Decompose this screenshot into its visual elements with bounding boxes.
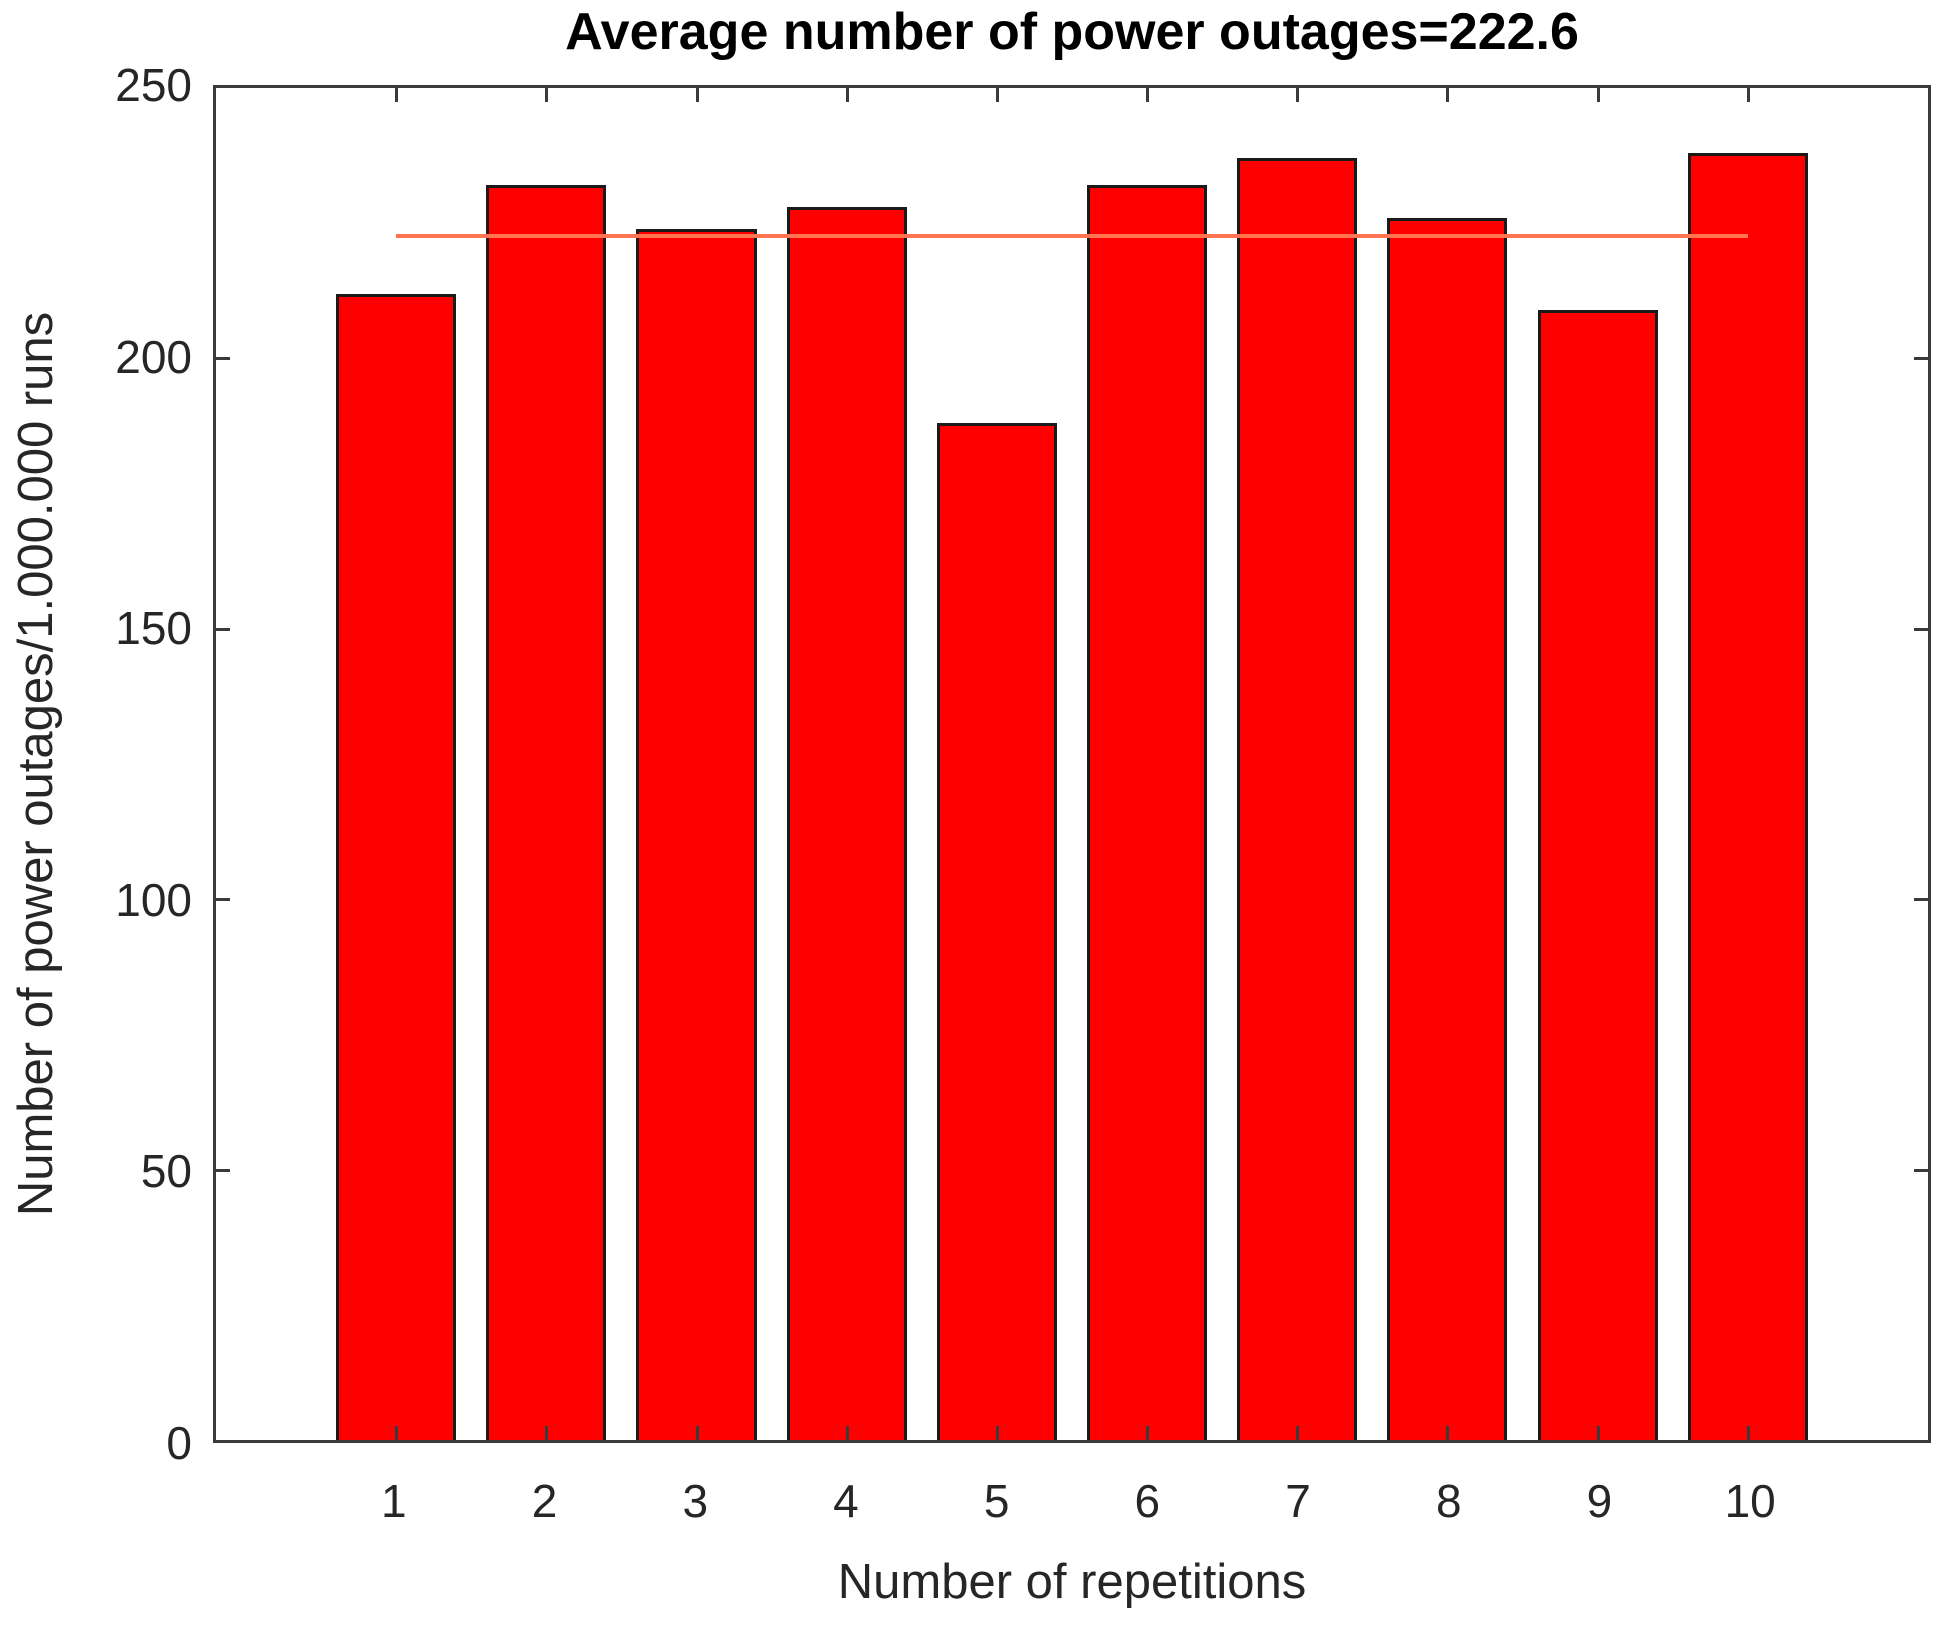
bar-repetition-10 bbox=[1687, 152, 1808, 1440]
y-tick-right bbox=[1914, 627, 1928, 631]
x-tick-label-8: 8 bbox=[1435, 1475, 1462, 1527]
bar-repetition-7 bbox=[1237, 158, 1358, 1440]
bar-repetition-6 bbox=[1087, 185, 1208, 1440]
y-tick-left bbox=[216, 627, 230, 631]
y-tick-left bbox=[216, 357, 230, 361]
x-tick-label-2: 2 bbox=[531, 1475, 558, 1527]
bar-repetition-2 bbox=[486, 185, 607, 1440]
bar-repetition-9 bbox=[1537, 309, 1658, 1440]
x-tick-label-6: 6 bbox=[1134, 1475, 1161, 1527]
x-tick-label-1: 1 bbox=[381, 1475, 407, 1527]
x-tick-top bbox=[545, 88, 549, 102]
average-line bbox=[396, 234, 1748, 239]
x-tick-bottom bbox=[1296, 1426, 1300, 1440]
y-tick-label-200: 200 bbox=[115, 330, 192, 383]
x-tick-bottom bbox=[845, 1426, 849, 1440]
x-tick-top bbox=[1146, 88, 1150, 102]
x-tick-bottom bbox=[995, 1426, 999, 1440]
x-tick-bottom bbox=[1446, 1426, 1450, 1440]
y-tick-label-250: 250 bbox=[115, 59, 192, 111]
x-tick-label-4: 4 bbox=[833, 1475, 859, 1527]
y-tick-left bbox=[216, 898, 230, 902]
x-tick-top bbox=[1296, 88, 1300, 102]
chart-title: Average number of power outages=222.6 bbox=[565, 3, 1579, 61]
x-tick-bottom bbox=[545, 1426, 549, 1440]
x-tick-label-3: 3 bbox=[682, 1475, 709, 1527]
bar-repetition-5 bbox=[936, 423, 1057, 1440]
y-tick-right bbox=[1914, 357, 1928, 361]
plot-area bbox=[213, 85, 1931, 1443]
y-tick-right bbox=[1914, 898, 1928, 902]
y-tick-right bbox=[1914, 1168, 1928, 1172]
y-tick-label-100: 100 bbox=[115, 873, 192, 926]
x-tick-top bbox=[395, 88, 399, 102]
x-tick-label-7: 7 bbox=[1285, 1475, 1311, 1527]
y-tick-label-150: 150 bbox=[115, 602, 192, 655]
bar-repetition-3 bbox=[636, 228, 757, 1440]
y-tick-label-50: 50 bbox=[140, 1145, 192, 1198]
y-axis-label: Number of power outages/1.000.000 runs bbox=[9, 311, 63, 1217]
x-tick-label-9: 9 bbox=[1586, 1475, 1613, 1527]
x-tick-bottom bbox=[695, 1426, 699, 1440]
x-tick-bottom bbox=[395, 1426, 399, 1440]
x-tick-bottom bbox=[1746, 1426, 1750, 1440]
x-tick-label-5: 5 bbox=[983, 1475, 1010, 1527]
x-tick-top bbox=[1446, 88, 1450, 102]
bar-repetition-8 bbox=[1387, 217, 1508, 1440]
x-tick-top bbox=[1746, 88, 1750, 102]
x-tick-bottom bbox=[1596, 1426, 1600, 1440]
y-tick-label-0: 0 bbox=[166, 1417, 192, 1469]
x-tick-top bbox=[995, 88, 999, 102]
x-tick-label-10: 10 bbox=[1724, 1475, 1776, 1527]
x-tick-top bbox=[845, 88, 849, 102]
bar-repetition-1 bbox=[336, 293, 457, 1440]
x-tick-top bbox=[695, 88, 699, 102]
x-axis-label: Number of repetitions bbox=[837, 1555, 1307, 1609]
x-tick-bottom bbox=[1146, 1426, 1150, 1440]
bar-repetition-4 bbox=[786, 206, 907, 1440]
x-tick-top bbox=[1596, 88, 1600, 102]
y-tick-left bbox=[216, 1168, 230, 1172]
